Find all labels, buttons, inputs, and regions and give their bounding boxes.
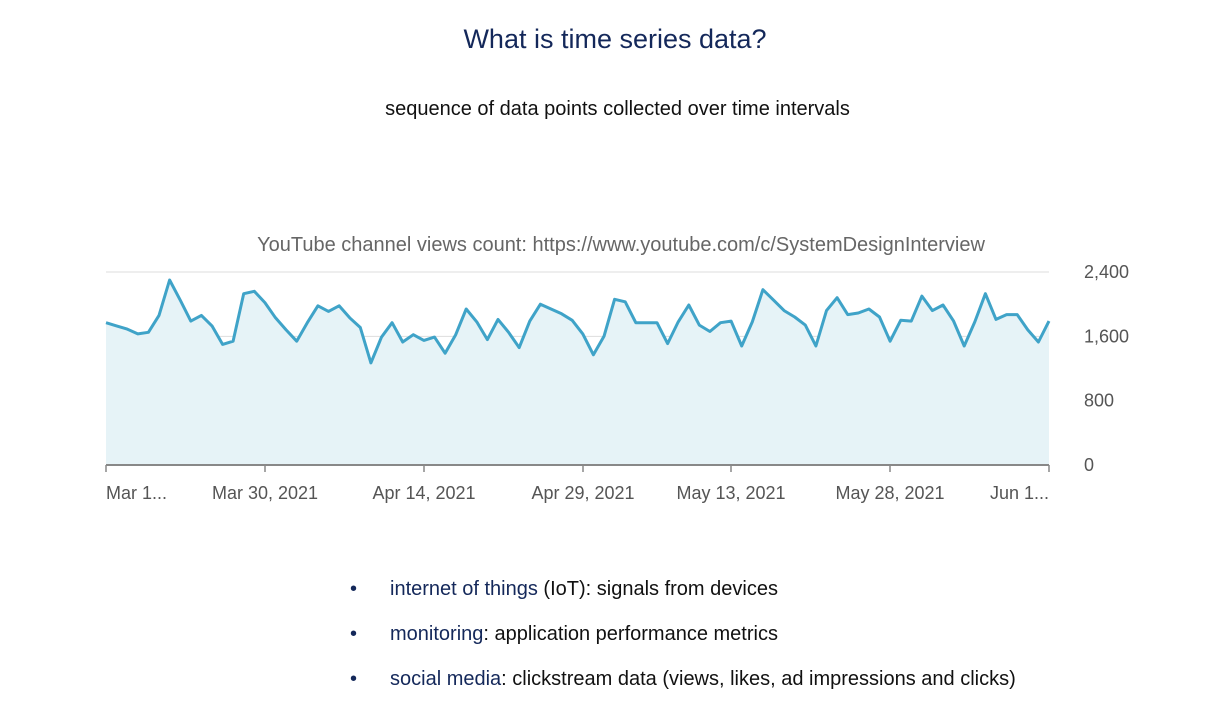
x-axis: [105, 464, 1050, 472]
x-tick-label: Mar 1...: [106, 483, 167, 503]
bullet-item-social-media: • social media: clickstream data (views, …: [350, 664, 1016, 709]
y-tick-label: 0: [1084, 455, 1094, 475]
y-tick-label: 1,600: [1084, 326, 1129, 346]
views-series-line: [105, 278, 1051, 365]
bullet-item-monitoring: • monitoring: application performance met…: [350, 619, 1016, 664]
slide-subtitle: sequence of data points collected over t…: [385, 98, 850, 120]
bullet-text: : application performance metrics: [483, 623, 778, 645]
x-axis-labels: Mar 1... Mar 30, 2021 Apr 14, 2021 Apr 29, …: [106, 483, 1049, 503]
views-area-fill: [106, 280, 1049, 465]
bullet-text: (IoT): signals from devices: [537, 578, 778, 600]
x-tick-label: May 28, 2021: [835, 483, 944, 503]
bullet-item-iot: • internet of things (IoT): signals from …: [350, 574, 1016, 619]
bullet-text: : clickstream data (views, likes, ad imp…: [501, 668, 1016, 690]
bullet-dot: •: [350, 668, 358, 690]
bullet-term: social media: [390, 668, 502, 690]
chart-title: YouTube channel views count: https://www…: [257, 234, 985, 256]
bullet-term: internet of things: [390, 578, 538, 600]
slide-title: What is time series data?: [463, 24, 767, 54]
x-tick-label: Mar 30, 2021: [212, 483, 318, 503]
y-tick-label: 2,400: [1084, 262, 1129, 282]
x-tick-label: Apr 14, 2021: [372, 483, 475, 503]
y-axis-labels: 2,400 1,600 800 0: [1084, 262, 1129, 475]
x-tick-label: Apr 29, 2021: [531, 483, 634, 503]
bullet-list: • internet of things (IoT): signals from …: [350, 574, 1016, 709]
x-tick-label: Jun 1...: [990, 483, 1049, 503]
bullet-term: monitoring: [390, 623, 484, 645]
bullet-dot: •: [350, 623, 358, 645]
x-tick-label: May 13, 2021: [676, 483, 785, 503]
bullet-dot: •: [350, 578, 358, 600]
y-tick-label: 800: [1084, 391, 1114, 411]
